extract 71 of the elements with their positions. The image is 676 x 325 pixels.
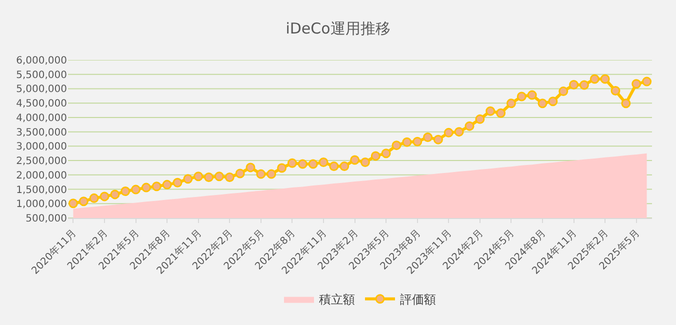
point (340, 162, 350, 172)
point (162, 180, 172, 190)
point (308, 159, 318, 169)
point (569, 80, 579, 90)
y-tick-label: 5,000,000 (16, 84, 67, 96)
point (256, 169, 266, 179)
point (246, 162, 256, 172)
point (183, 174, 193, 184)
point (370, 151, 380, 161)
point (475, 114, 485, 124)
point (632, 79, 642, 89)
point (214, 172, 224, 182)
legend-label: 評価額 (400, 292, 436, 307)
point (590, 74, 600, 84)
point (600, 74, 610, 84)
y-tick-label: 500,000 (26, 214, 67, 224)
y-tick-label: 3,000,000 (16, 142, 67, 153)
point (141, 182, 151, 192)
y-tick-label: 2,000,000 (16, 170, 67, 182)
point (412, 136, 422, 146)
point (287, 158, 297, 168)
point (172, 178, 182, 188)
point (318, 158, 328, 168)
point (152, 182, 162, 192)
point (360, 158, 370, 168)
point (131, 184, 141, 194)
point (381, 148, 391, 158)
point (89, 193, 99, 203)
point (486, 106, 496, 116)
point (78, 196, 88, 206)
point (100, 192, 110, 202)
y-tick-label: 4,000,000 (16, 112, 67, 124)
chart-title: iDeCo運用推移 (286, 19, 390, 38)
y-tick-label: 1,500,000 (16, 184, 67, 196)
y-tick-label: 5,500,000 (16, 70, 67, 81)
point (496, 108, 506, 118)
point (610, 86, 620, 96)
point (266, 169, 276, 179)
point (621, 98, 631, 108)
point (548, 96, 558, 106)
point (558, 86, 568, 96)
point (110, 190, 120, 200)
point (642, 76, 652, 86)
point (433, 134, 443, 144)
point (402, 137, 412, 147)
point (506, 98, 516, 108)
point (579, 80, 589, 90)
point (350, 155, 360, 165)
point (444, 128, 454, 138)
point (224, 172, 234, 182)
point (329, 162, 339, 172)
point (527, 90, 537, 100)
y-tick-label: 1,000,000 (16, 199, 67, 210)
point (204, 172, 214, 182)
point (454, 127, 464, 137)
y-tick-label: 6,000,000 (16, 56, 67, 66)
point (235, 168, 245, 178)
point (277, 163, 287, 173)
point (516, 92, 526, 102)
point (120, 186, 130, 196)
legend-label: 積立額 (319, 292, 355, 307)
point (298, 159, 308, 169)
point (68, 198, 78, 208)
point (538, 98, 548, 108)
point (194, 172, 204, 182)
y-tick-label: 4,500,000 (16, 98, 67, 110)
y-tick-label: 3,500,000 (16, 127, 67, 138)
point (392, 140, 402, 150)
point (423, 132, 433, 142)
point (464, 121, 474, 131)
y-tick-label: 2,500,000 (16, 156, 67, 168)
